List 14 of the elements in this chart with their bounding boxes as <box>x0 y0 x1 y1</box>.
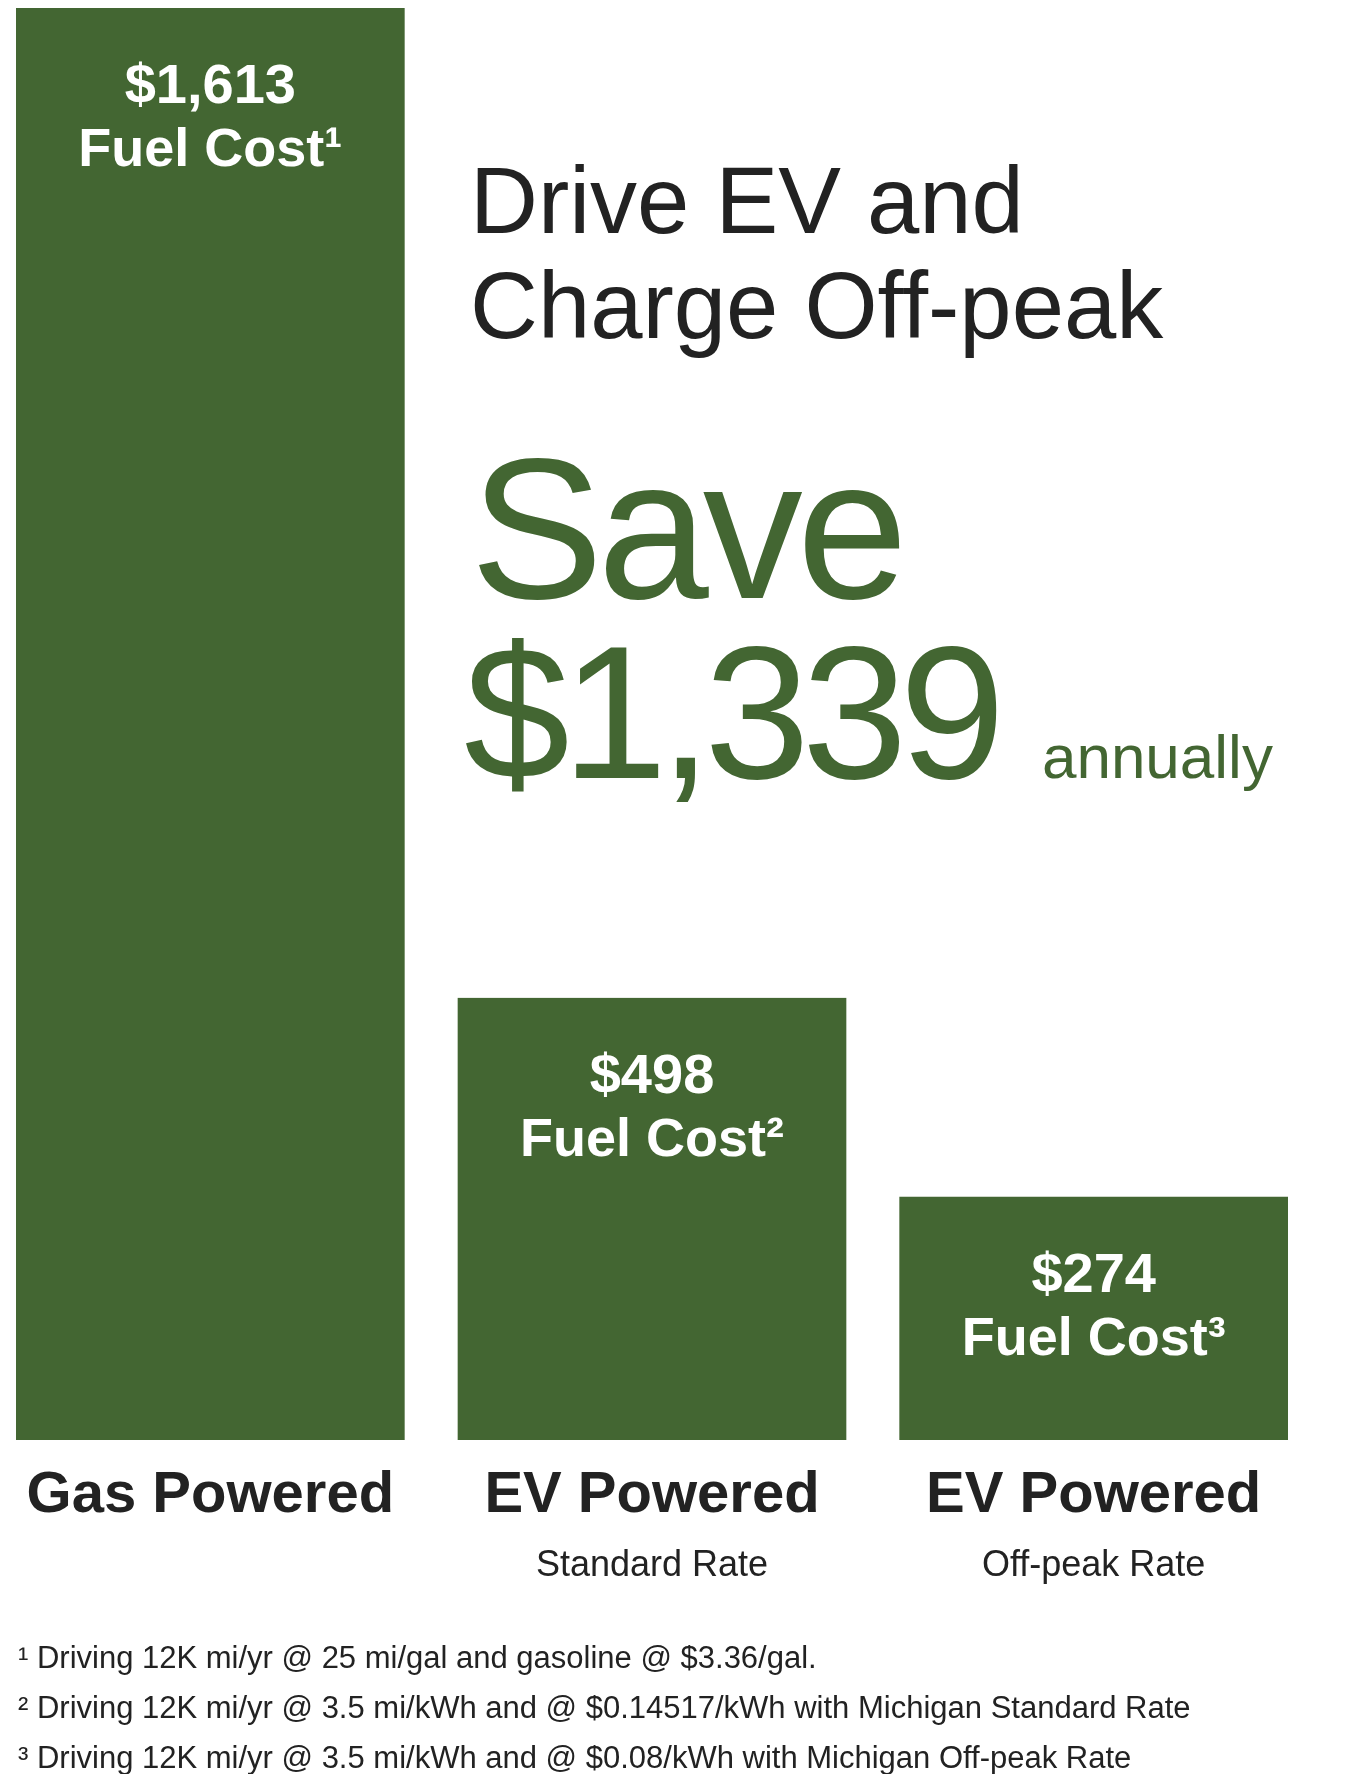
data-label: $498 <box>589 1041 715 1105</box>
annotation: Fuel Cost³ <box>961 1305 1226 1366</box>
x-tick-label: EV Powered Off-peak Rate <box>926 1459 1262 1584</box>
text: Drive EV and Charge Off-peak <box>470 148 1165 358</box>
annotation: Fuel Cost¹ <box>78 117 343 177</box>
x-tick-label: Gas Powered <box>26 1459 395 1524</box>
text: ² Driving 12K mi/yr @ 3.5 mi/kWh and @ $0.14517/kWh with Michigan Standard Rate <box>18 1690 1191 1725</box>
text: ¹ Driving 12K mi/yr @ 25 mi/gal and gasoline @ $3.36/gal. <box>18 1640 817 1675</box>
data-label: $274 <box>1031 1240 1156 1304</box>
x-tick-label: EV Powered Standard Rate <box>484 1459 820 1584</box>
text: ³ Driving 12K mi/yr @ 3.5 mi/kWh and @ $0.08/kWh with Michigan Off-peak Rate <box>18 1740 1132 1775</box>
annotation: Fuel Cost² <box>520 1106 784 1167</box>
data-label: $1,613 <box>124 52 296 115</box>
text: Save $1,339 annually <box>464 417 1273 818</box>
